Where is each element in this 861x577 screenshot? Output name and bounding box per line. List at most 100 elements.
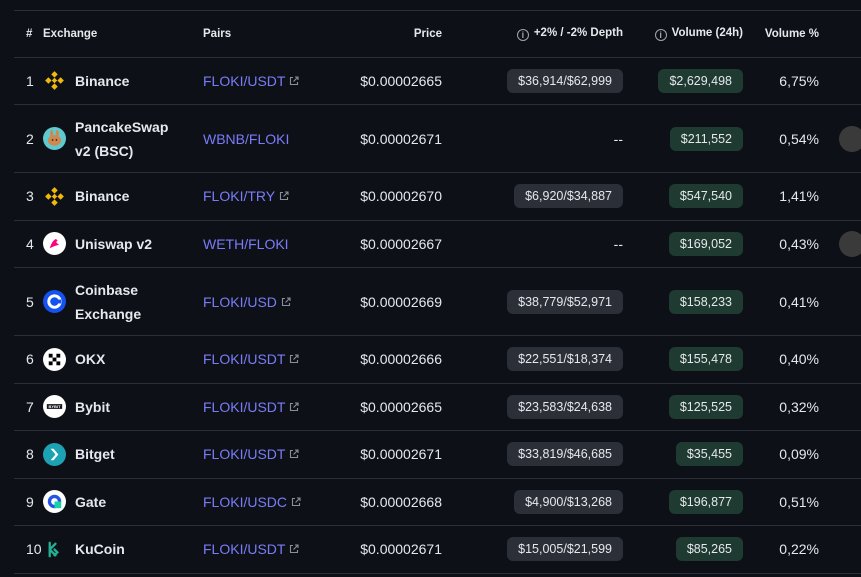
depth-cell: $15,005/$21,599 <box>442 525 623 574</box>
price-cell: $0.00002671 <box>320 430 442 479</box>
price-cell: $0.00002668 <box>320 478 442 526</box>
price-cell: $0.00002665 <box>320 383 442 431</box>
exchange-name[interactable]: PancakeSwap v2 (BSC) <box>75 118 169 159</box>
table-row[interactable]: 4 Uniswap v2 WETH/FLOKI $0.00002667 -- $… <box>14 220 861 268</box>
exchange-cell[interactable]: Binance <box>43 57 203 105</box>
pair-cell[interactable]: FLOKI/TRY <box>203 172 320 221</box>
exchange-cell[interactable]: Binance <box>43 172 203 221</box>
rank-cell: 9 <box>14 478 43 526</box>
pair-cell[interactable]: FLOKI/USD <box>203 267 320 336</box>
exchange-cell[interactable]: Uniswap v2 <box>43 220 203 268</box>
table-row[interactable]: 5 Coinbase Exchange FLOKI/USD $0.0000266… <box>14 267 861 336</box>
dex-badge-icon[interactable] <box>839 125 861 152</box>
pair-link[interactable]: WETH/FLOKI <box>203 236 289 252</box>
dex-badge-icon[interactable] <box>839 230 861 257</box>
price-cell: $0.00002671 <box>320 104 442 173</box>
pair-cell[interactable]: FLOKI/USDT <box>203 525 320 574</box>
table-row[interactable]: 3 Binance FLOKI/TRY $0.00002670 $6,920/$… <box>14 172 861 221</box>
extra-cell <box>819 104 861 173</box>
pair-cell[interactable]: FLOKI/USDT <box>203 335 320 384</box>
pair-cell[interactable]: FLOKI/USDC <box>203 478 320 526</box>
volume-cell: $169,052 <box>623 220 743 268</box>
table-row[interactable]: 1 Binance FLOKI/USDT $0.00002665 $36,914… <box>14 57 861 105</box>
table-row[interactable]: 8 Bitget FLOKI/USDT $0.00002671 $33,819/… <box>14 430 861 479</box>
volume-pill: $125,525 <box>668 394 743 419</box>
pair-cell[interactable]: FLOKI/USDT <box>203 57 320 105</box>
table-row[interactable]: 2 PancakeSwap v2 (BSC) WBNB/FLOKI $0.000… <box>14 104 861 173</box>
header-extra <box>819 11 861 58</box>
external-link-icon[interactable] <box>289 541 300 557</box>
exchange-name[interactable]: Bybit <box>75 398 110 415</box>
table-row[interactable]: 6 OKX FLOKI/USDT $0.00002666 $22,551/$18… <box>14 335 861 384</box>
exchange-name[interactable]: Binance <box>75 72 130 89</box>
exchange-cell[interactable]: Coinbase Exchange <box>43 267 203 336</box>
pair-link[interactable]: WBNB/FLOKI <box>203 131 289 147</box>
table-header-row: # Exchange Pairs Price i +2% / -2% Depth … <box>14 11 861 58</box>
extra-cell <box>819 430 861 479</box>
exchange-name[interactable]: Bitget <box>75 446 115 463</box>
exchange-name[interactable]: Gate <box>75 493 107 510</box>
header-volume-pct[interactable]: Volume % <box>743 11 819 58</box>
exchange-name[interactable]: Binance <box>75 188 130 205</box>
pair-cell[interactable]: FLOKI/USDT <box>203 430 320 479</box>
pair-link[interactable]: FLOKI/TRY <box>203 188 289 204</box>
pair-link[interactable]: FLOKI/USDT <box>203 351 300 368</box>
markets-table: # Exchange Pairs Price i +2% / -2% Depth … <box>14 11 861 574</box>
volume-cell: $2,629,498 <box>623 57 743 105</box>
external-link-icon[interactable] <box>291 494 301 510</box>
pair-label: FLOKI/TRY <box>203 188 276 205</box>
header-pairs[interactable]: Pairs <box>203 11 320 58</box>
external-link-icon[interactable] <box>281 294 291 310</box>
volume-cell: $85,265 <box>623 525 743 574</box>
external-link-icon[interactable] <box>289 446 300 462</box>
pair-label: FLOKI/USDT <box>203 351 286 368</box>
external-link-icon[interactable] <box>289 399 300 415</box>
volume-pct-cell: 6,75% <box>743 57 819 105</box>
pair-cell[interactable]: WBNB/FLOKI <box>203 104 320 173</box>
kucoin-logo-icon <box>43 537 66 561</box>
external-link-icon[interactable] <box>289 73 300 89</box>
table-row[interactable]: 7 BYBIT Bybit FLOKI/USDT $0.00002665 $23… <box>14 383 861 431</box>
depth-pill: $38,779/$52,971 <box>507 289 623 314</box>
header-depth[interactable]: i +2% / -2% Depth <box>442 11 623 58</box>
header-exchange[interactable]: Exchange <box>43 11 203 58</box>
depth-cell: -- <box>442 220 623 268</box>
exchange-name[interactable]: Coinbase Exchange <box>75 281 142 322</box>
bybit-logo-icon: BYBIT <box>43 395 66 419</box>
depth-cell: $38,779/$52,971 <box>442 267 623 336</box>
exchange-cell[interactable]: KuCoin <box>43 525 203 574</box>
extra-cell <box>819 220 861 268</box>
table-row[interactable]: 9 Gate FLOKI/USDC $0.00002668 $4,900/$13… <box>14 478 861 526</box>
exchange-cell[interactable]: OKX <box>43 335 203 384</box>
markets-table-container: # Exchange Pairs Price i +2% / -2% Depth … <box>14 10 861 577</box>
external-link-icon[interactable] <box>279 188 289 204</box>
pair-cell[interactable]: FLOKI/USDT <box>203 383 320 431</box>
header-volume[interactable]: i Volume (24h) <box>623 11 743 58</box>
pair-label: FLOKI/USDT <box>203 541 286 558</box>
pair-link[interactable]: FLOKI/USDT <box>203 446 300 462</box>
pair-link[interactable]: FLOKI/USDT <box>203 541 300 558</box>
info-icon[interactable]: i <box>516 28 529 41</box>
pair-link[interactable]: FLOKI/USDC <box>203 494 301 510</box>
exchange-name[interactable]: Uniswap v2 <box>75 235 153 252</box>
external-link-icon[interactable] <box>289 351 300 367</box>
exchange-name[interactable]: OKX <box>75 351 106 368</box>
exchange-cell[interactable]: Gate <box>43 478 203 526</box>
exchange-name[interactable]: KuCoin <box>75 541 125 558</box>
exchange-cell[interactable]: BYBIT Bybit <box>43 383 203 431</box>
rank-cell: 6 <box>14 335 43 384</box>
rank-cell: 4 <box>14 220 43 268</box>
pair-link[interactable]: FLOKI/USD <box>203 294 291 310</box>
exchange-cell[interactable]: PancakeSwap v2 (BSC) <box>43 104 203 173</box>
exchange-cell[interactable]: Bitget <box>43 430 203 479</box>
depth-pill: $15,005/$21,599 <box>507 537 623 562</box>
pair-link[interactable]: FLOKI/USDT <box>203 73 300 89</box>
volume-pct-cell: 0,43% <box>743 220 819 268</box>
info-icon[interactable]: i <box>654 28 667 41</box>
header-rank[interactable]: # <box>14 11 43 58</box>
header-price[interactable]: Price <box>320 11 442 58</box>
table-row[interactable]: 10 KuCoin FLOKI/USDT $0.00002671 $15,005… <box>14 525 861 574</box>
pair-cell[interactable]: WETH/FLOKI <box>203 220 320 268</box>
pair-link[interactable]: FLOKI/USDT <box>203 399 300 415</box>
volume-pill: $196,877 <box>668 489 743 514</box>
